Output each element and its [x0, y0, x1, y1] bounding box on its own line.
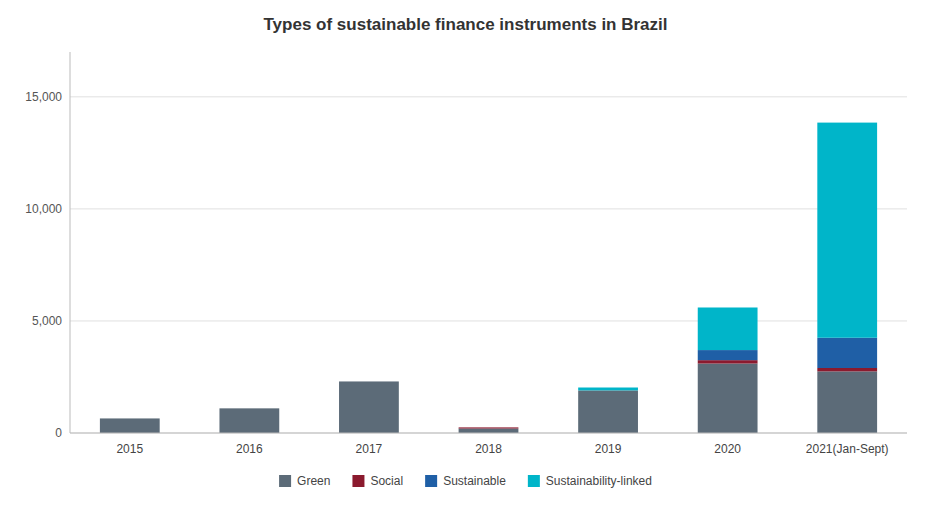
legend-swatch [352, 475, 364, 487]
x-axis-line [70, 433, 907, 434]
x-tick-label: 2021(Jan-Sept) [806, 442, 889, 456]
legend-swatch [528, 475, 540, 487]
bar-segment [698, 364, 758, 433]
bar-segment [698, 350, 758, 360]
bar-segment [459, 427, 519, 428]
y-tick-label: 10,000 [25, 202, 62, 216]
legend-item: Green [279, 474, 330, 488]
bar-segment [459, 427, 519, 428]
legend-item: Sustainable [425, 474, 506, 488]
bar-segment [100, 418, 160, 419]
bar-segment [698, 307, 758, 350]
legend-swatch [425, 475, 437, 487]
bar-segment [817, 371, 877, 433]
bar-segment [219, 408, 279, 433]
legend-label: Green [297, 474, 330, 488]
legend-label: Social [370, 474, 403, 488]
y-tick-label: 15,000 [25, 90, 62, 104]
legend-item: Sustainability-linked [528, 474, 652, 488]
bar-segment [339, 381, 399, 433]
grid-line [70, 208, 907, 209]
grid-line [70, 433, 907, 434]
x-tick-label: 2015 [116, 442, 143, 456]
bar-segment [817, 338, 877, 368]
y-axis-line [70, 52, 71, 433]
legend-label: Sustainable [443, 474, 506, 488]
bar-segment [339, 381, 399, 382]
y-tick-label: 5,000 [32, 314, 62, 328]
chart: Types of sustainable finance instruments… [0, 0, 931, 529]
bar-segment [100, 418, 160, 433]
legend: Green Social Sustainable Sustainability-lin… [279, 474, 652, 488]
bar-segment [100, 418, 160, 419]
bar-segment [578, 388, 638, 391]
x-tick-label: 2019 [595, 442, 622, 456]
bar-segment [698, 360, 758, 363]
bar-segment [219, 408, 279, 409]
bar-segment [339, 381, 399, 382]
legend-swatch [279, 475, 291, 487]
y-tick-label: 0 [55, 426, 62, 440]
legend-label: Sustainability-linked [546, 474, 652, 488]
bar-segment [339, 381, 399, 382]
bar-segment [817, 368, 877, 371]
bar-segment [219, 408, 279, 409]
bars [100, 123, 877, 433]
x-tick-label: 2017 [356, 442, 383, 456]
title: Types of sustainable finance instruments… [264, 15, 668, 34]
bar-segment [100, 418, 160, 419]
x-tick-label: 2020 [714, 442, 741, 456]
bar-segment [459, 427, 519, 428]
grid-line [70, 320, 907, 321]
bar-segment [459, 429, 519, 433]
x-tick-label: 2016 [236, 442, 263, 456]
grid-line [70, 96, 907, 97]
x-tick-label: 2018 [475, 442, 502, 456]
grid [70, 97, 907, 433]
bar-segment [219, 408, 279, 409]
legend-item: Social [352, 474, 403, 488]
bar-segment [817, 123, 877, 338]
bar-segment [578, 390, 638, 433]
